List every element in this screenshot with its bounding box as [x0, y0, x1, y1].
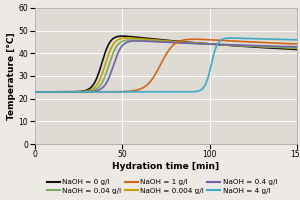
Y-axis label: Temperature [°C]: Temperature [°C]: [7, 32, 16, 120]
Legend: NaOH = 0 g/l, NaOH = 0.04 g/l, NaOH = 1 g/l, NaOH = 0.004 g/l, NaOH = 0.4 g/l, N: NaOH = 0 g/l, NaOH = 0.04 g/l, NaOH = 1 …: [44, 176, 280, 196]
X-axis label: Hydration time [min]: Hydration time [min]: [112, 162, 219, 171]
